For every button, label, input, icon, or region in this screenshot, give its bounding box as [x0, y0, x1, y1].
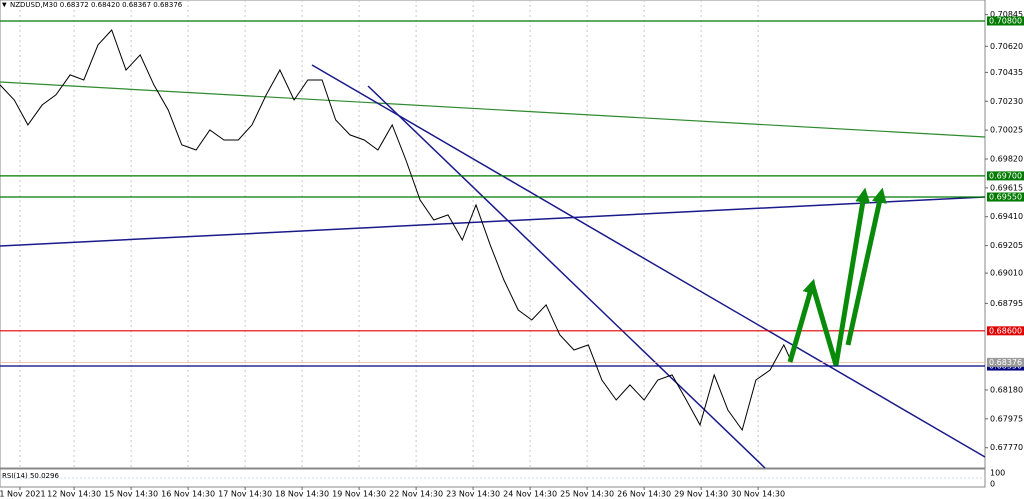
x-tick-label: 25 Nov 14:30 [560, 490, 614, 499]
x-tick-label: 12 Nov 14:30 [47, 490, 101, 499]
y-tick-label: 0.68795 [990, 299, 1023, 308]
y-tick-label: 0.69820 [990, 155, 1023, 164]
x-tick-label: 30 Nov 14:30 [731, 490, 785, 499]
y-tick-label: 0.68180 [990, 385, 1023, 394]
x-tick-label: 11 Nov 2021 [0, 490, 46, 499]
level-label-box [987, 171, 1024, 181]
y-tick-label: 0.70230 [990, 97, 1023, 106]
x-tick-label: 18 Nov 14:30 [275, 490, 329, 499]
menu-icon: ▼ [2, 2, 7, 9]
y-tick-label: 0.69410 [990, 212, 1023, 221]
level-label-box [987, 16, 1024, 26]
level-label-box [987, 326, 1024, 336]
rsi-tick-label: 100 [990, 469, 1005, 478]
level-label: 0.69700 [989, 171, 1022, 180]
level-label-box [987, 192, 1024, 202]
x-tick-label: 15 Nov 14:30 [104, 490, 158, 499]
x-tick-label: 23 Nov 14:30 [446, 490, 500, 499]
price-pane [0, 0, 986, 469]
price-line [0, 29, 793, 432]
trend-line [0, 196, 986, 247]
x-tick-label: 16 Nov 14:30 [161, 490, 215, 499]
forecast-arrow [845, 187, 887, 346]
x-tick-label: 26 Nov 14:30 [617, 490, 671, 499]
y-tick-label: 0.67975 [990, 414, 1023, 423]
x-tick-label: 24 Nov 14:30 [503, 490, 557, 499]
rsi-label: RSI(14) 50.0296 [2, 472, 59, 480]
level-label: 0.68600 [989, 326, 1022, 335]
level-label: 0.70800 [989, 16, 1022, 25]
rsi-tick-label: 0 [990, 480, 995, 489]
forecast-arrow [809, 187, 871, 366]
y-tick-label: 0.70845 [990, 10, 1023, 19]
x-tick-label: 17 Nov 14:30 [218, 490, 272, 499]
trend-line [0, 81, 986, 138]
chart-title: NZDUSD,M30 0.68372 0.68420 0.68367 0.683… [10, 1, 183, 9]
x-tick-label: 22 Nov 14:30 [389, 490, 443, 499]
trend-line [367, 85, 766, 469]
x-tick-label: 19 Nov 14:30 [332, 490, 386, 499]
trend-line [311, 64, 986, 458]
y-tick-label: 0.69205 [990, 241, 1023, 250]
y-tick-label: 0.70620 [990, 42, 1023, 51]
current-price-label: 0.68376 [989, 358, 1022, 367]
forecast-arrow [787, 278, 818, 363]
level-label: 0.69550 [989, 193, 1022, 202]
y-tick-label: 0.67770 [990, 443, 1023, 452]
y-tick-label: 0.69615 [990, 183, 1023, 192]
y-tick-label: 0.70025 [990, 126, 1023, 135]
x-tick-label: 29 Nov 14:30 [674, 490, 728, 499]
y-tick-label: 0.70435 [990, 68, 1023, 77]
current-price-box [987, 357, 1024, 367]
y-tick-label: 0.69010 [990, 269, 1023, 278]
